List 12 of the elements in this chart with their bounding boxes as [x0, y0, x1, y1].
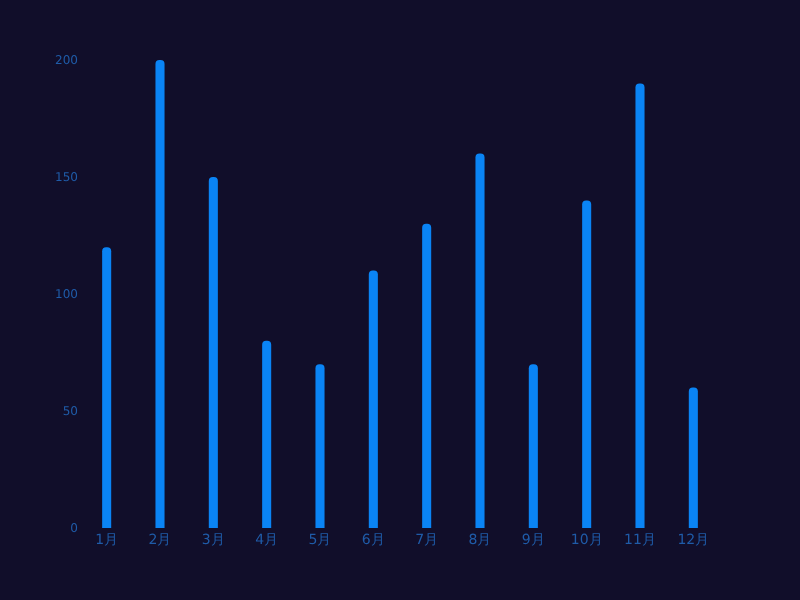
bar [315, 364, 325, 528]
bar [582, 200, 592, 528]
bar [368, 270, 378, 528]
bar [528, 364, 538, 528]
bar [422, 223, 432, 528]
bar [155, 60, 165, 528]
bar [102, 247, 112, 528]
bar [208, 177, 218, 528]
bar [475, 153, 485, 528]
bar [262, 340, 272, 528]
bar [635, 83, 645, 528]
bar [688, 387, 698, 528]
